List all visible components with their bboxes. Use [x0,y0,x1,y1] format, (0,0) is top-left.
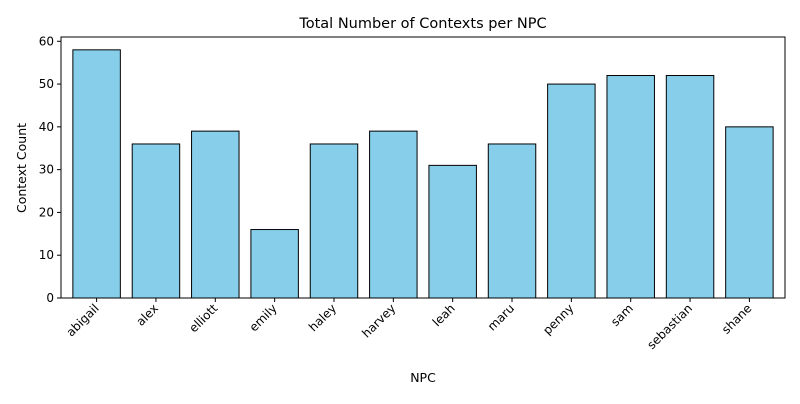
x-tick-label: alex [134,301,162,329]
x-axis-ticks: abigail alex elliott emily haley harvey leah ma… [64,298,755,352]
chart-title: Total Number of Contexts per NPC [298,16,546,32]
bar-elliott [191,130,240,299]
x-tick-label: shane [719,301,754,336]
x-tick-label: penny [540,301,576,337]
x-tick-label: sam [608,301,636,329]
bar-sebastian [665,75,715,299]
bar-abigail [72,49,121,299]
bar-leah [428,164,477,299]
x-tick-label: haley [306,301,339,334]
y-axis-ticks: 0 10 20 30 40 50 60 [39,34,61,305]
plot-frame [60,36,786,299]
y-tick-label: 10 [39,248,54,262]
bar-emily [250,229,299,299]
bar-haley [309,143,359,299]
x-axis-label: NPC [410,370,436,385]
bar-shane [725,126,774,299]
y-tick-label: 20 [39,205,54,219]
bar-sam [606,75,655,299]
bar-penny [547,83,596,299]
x-tick-label: harvey [359,301,398,340]
bars-group [72,49,774,299]
bar-alex [131,143,181,299]
y-tick-label: 0 [46,291,54,305]
x-tick-label: emily [247,301,280,334]
x-tick-label: elliott [186,301,220,335]
y-axis-label: Context Count [14,123,29,213]
y-tick-label: 50 [39,77,54,91]
bar-maru [487,143,537,299]
x-tick-label: leah [430,301,458,329]
x-tick-label: sebastian [644,301,695,352]
y-tick-label: 30 [39,163,54,177]
x-tick-label: maru [485,301,517,333]
y-tick-label: 60 [39,34,54,48]
bar-harvey [369,130,418,299]
x-tick-label: abigail [64,301,102,339]
y-tick-label: 40 [39,120,54,134]
